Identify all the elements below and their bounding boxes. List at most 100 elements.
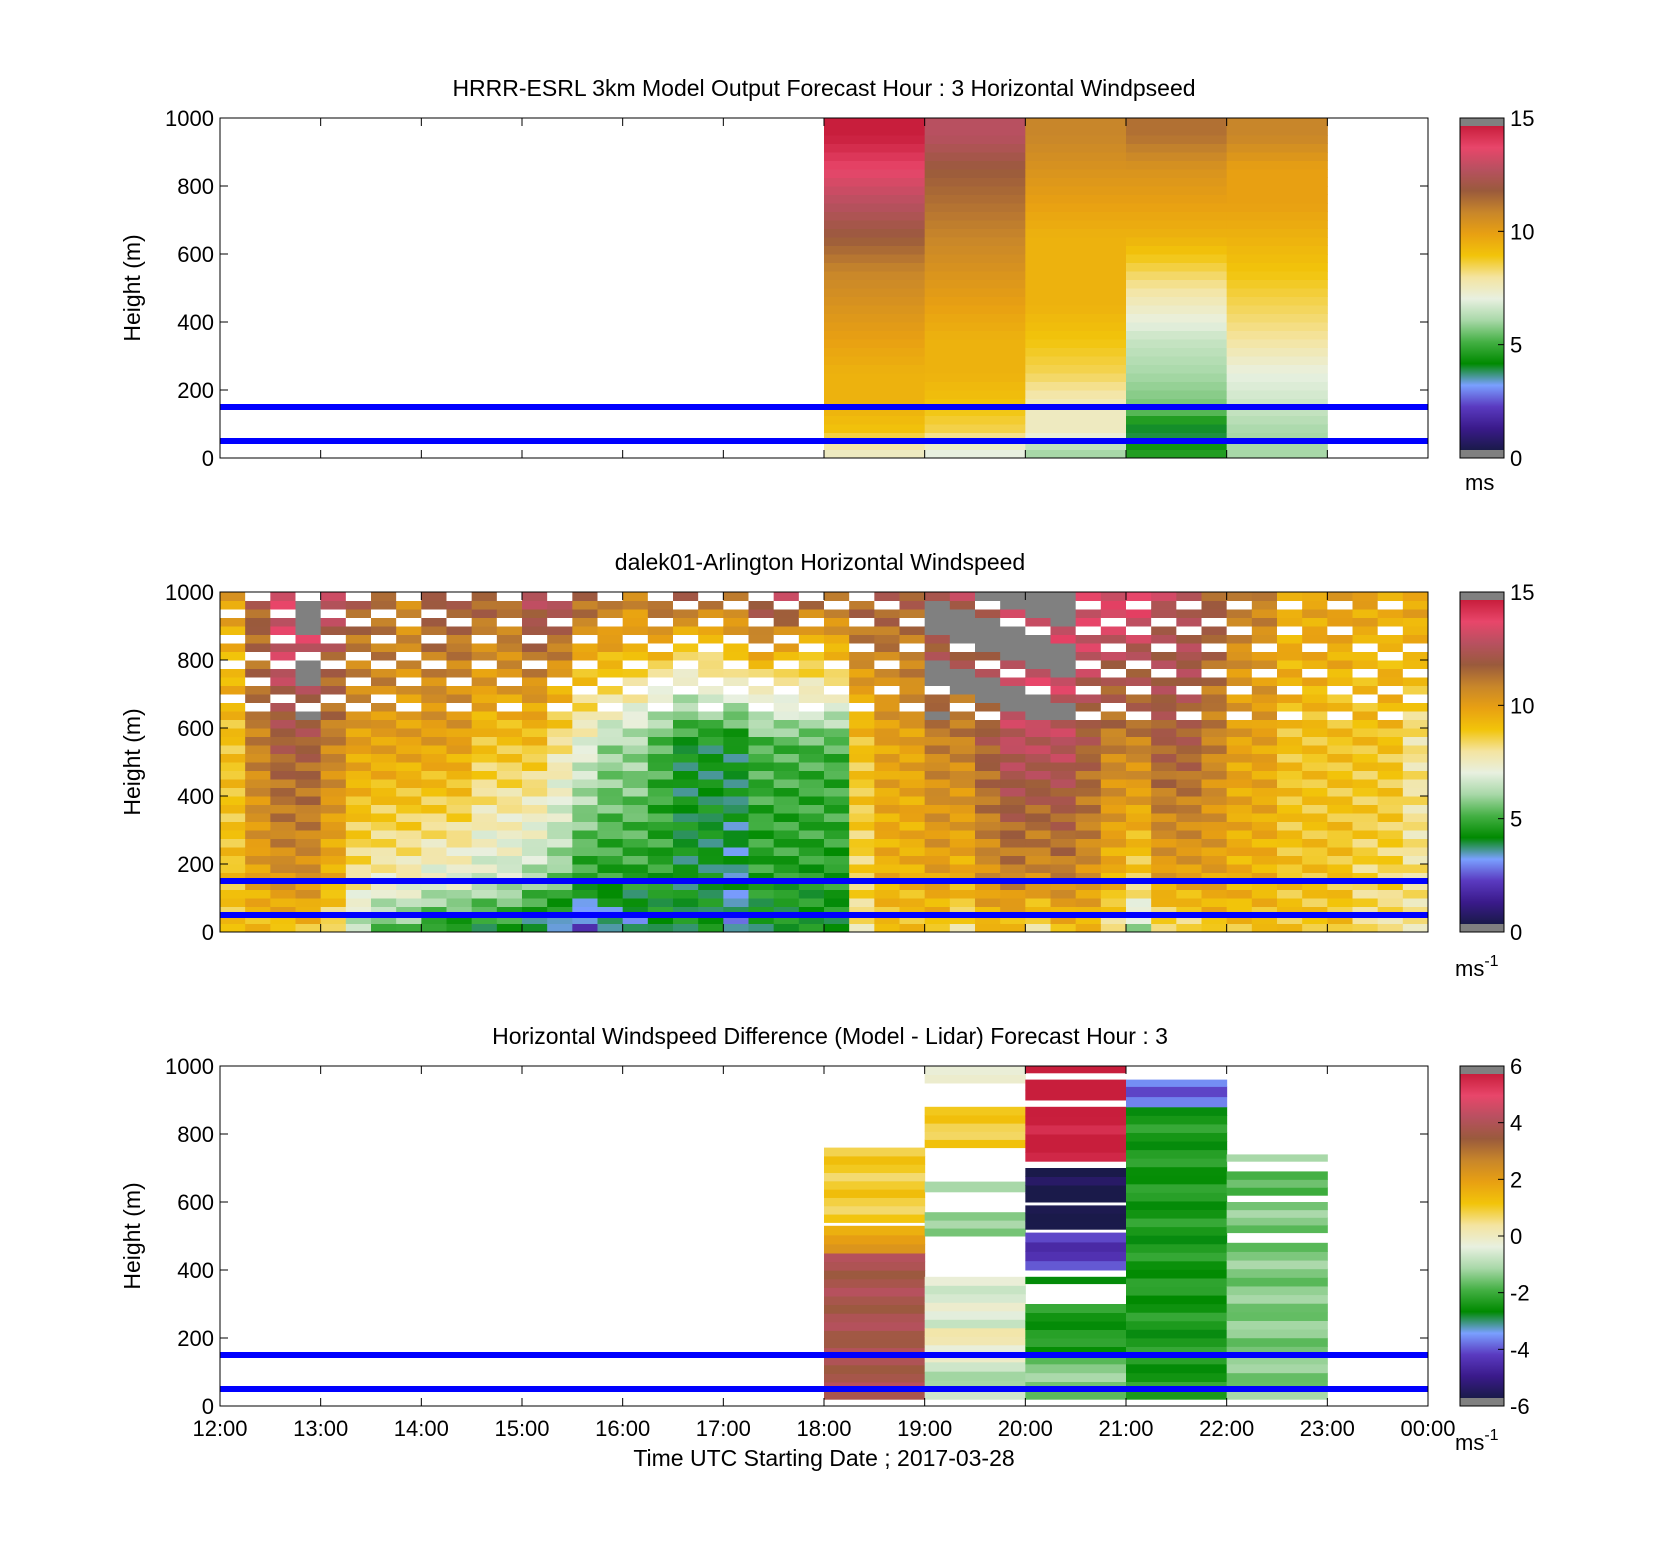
heatmap-cell — [924, 177, 1026, 187]
heatmap-cell — [949, 600, 976, 610]
heatmap-cell — [975, 736, 1001, 746]
heatmap-cell — [1075, 702, 1102, 712]
heatmap-cell — [949, 668, 976, 678]
heatmap-cell — [471, 634, 498, 644]
heatmap-cell — [798, 745, 825, 754]
heatmap-cell — [924, 830, 951, 839]
heatmap-cell — [899, 753, 926, 763]
heatmap-cell — [1050, 609, 1077, 618]
heatmap-cell — [773, 889, 800, 899]
heatmap-cell — [1075, 804, 1102, 814]
heatmap-cell — [1126, 1346, 1228, 1356]
heatmap-cell — [748, 779, 775, 788]
heatmap-cell — [1277, 770, 1303, 780]
heatmap-cell — [924, 169, 1026, 178]
heatmap-cell — [1352, 770, 1379, 780]
heatmap-cell — [270, 626, 296, 635]
heatmap-cell — [547, 719, 573, 729]
heatmap-cell — [320, 762, 347, 771]
heatmap-cell — [1302, 609, 1328, 618]
heatmap-cell — [924, 305, 1026, 314]
heatmap-cell — [1126, 1192, 1228, 1202]
heatmap-cell — [1000, 753, 1026, 763]
heatmap-cell — [824, 1205, 926, 1215]
heatmap-cell — [295, 719, 322, 729]
heatmap-cell — [345, 711, 372, 720]
heatmap-cell — [421, 762, 447, 771]
heatmap-cell — [1025, 330, 1127, 340]
heatmap-cell — [1176, 660, 1202, 669]
heatmap-cell — [824, 364, 926, 374]
heatmap-cell — [1377, 872, 1404, 882]
heatmap-cell — [1201, 881, 1228, 890]
heatmap-cell — [874, 694, 900, 703]
heatmap-cell — [446, 753, 473, 763]
heatmap-cell — [1050, 821, 1077, 831]
heatmap-cell — [924, 245, 1026, 255]
panel-lidar-reference-lines — [220, 878, 1428, 918]
heatmap-cell — [1302, 634, 1328, 644]
heatmap-cell — [1302, 592, 1328, 601]
heatmap-cell — [698, 864, 724, 873]
heatmap-cell — [723, 617, 749, 627]
heatmap-cell — [773, 634, 800, 644]
heatmap-cell — [924, 186, 1026, 195]
heatmap-cell — [949, 855, 976, 865]
heatmap-cell — [1050, 898, 1077, 907]
heatmap-cell — [320, 617, 347, 627]
heatmap-cell — [949, 643, 976, 652]
heatmap-cell — [1025, 347, 1127, 357]
panel-model-heatmap — [824, 118, 1328, 458]
heatmap-cell — [295, 617, 322, 627]
heatmap-cell — [949, 719, 976, 729]
heatmap-cell — [471, 804, 498, 814]
heatmap-cell — [547, 626, 573, 635]
heatmap-cell — [1277, 830, 1303, 839]
heatmap-cell — [1327, 855, 1353, 865]
heatmap-cell — [1277, 685, 1303, 695]
heatmap-cell — [723, 787, 749, 797]
heatmap-cell — [1377, 881, 1404, 890]
heatmap-cell — [798, 719, 825, 729]
heatmap-cell — [245, 864, 271, 873]
heatmap-cell — [496, 626, 523, 635]
heatmap-cell — [1251, 685, 1278, 695]
heatmap-cell — [1226, 719, 1253, 729]
heatmap-cell — [270, 660, 296, 669]
heatmap-cell — [446, 898, 473, 907]
heatmap-cell — [1126, 262, 1228, 272]
heatmap-cell — [1100, 753, 1127, 763]
heatmap-cell — [1277, 804, 1303, 814]
heatmap-cell — [798, 838, 825, 848]
heatmap-cell — [975, 660, 1001, 669]
heatmap-cell — [1025, 381, 1127, 391]
heatmap-cell — [295, 711, 322, 720]
heatmap-cell — [1352, 821, 1379, 831]
heatmap-cell — [220, 906, 246, 916]
heatmap-cell — [824, 407, 926, 416]
heatmap-cell — [1277, 753, 1303, 763]
heatmap-cell — [471, 600, 498, 610]
heatmap-cell — [547, 779, 573, 788]
heatmap-cell — [572, 753, 598, 763]
heatmap-cell — [949, 617, 976, 627]
heatmap-cell — [295, 702, 322, 712]
heatmap-cell — [1100, 813, 1127, 822]
heatmap-cell — [421, 677, 447, 686]
heatmap-cell — [1226, 441, 1328, 450]
heatmap-cell — [446, 651, 473, 661]
heatmap-cell — [798, 600, 825, 610]
heatmap-cell — [270, 753, 296, 763]
heatmap-cell — [975, 915, 1001, 924]
heatmap-cell — [723, 719, 749, 729]
heatmap-cell — [723, 592, 749, 601]
heatmap-cell — [496, 779, 523, 788]
heatmap-cell — [698, 609, 724, 618]
heatmap-cell — [396, 694, 422, 703]
heatmap-cell — [1226, 186, 1328, 195]
heatmap-cell — [1075, 855, 1102, 865]
heatmap-cell — [245, 660, 271, 669]
heatmap-cell — [698, 915, 724, 924]
heatmap-cell — [1075, 881, 1102, 890]
